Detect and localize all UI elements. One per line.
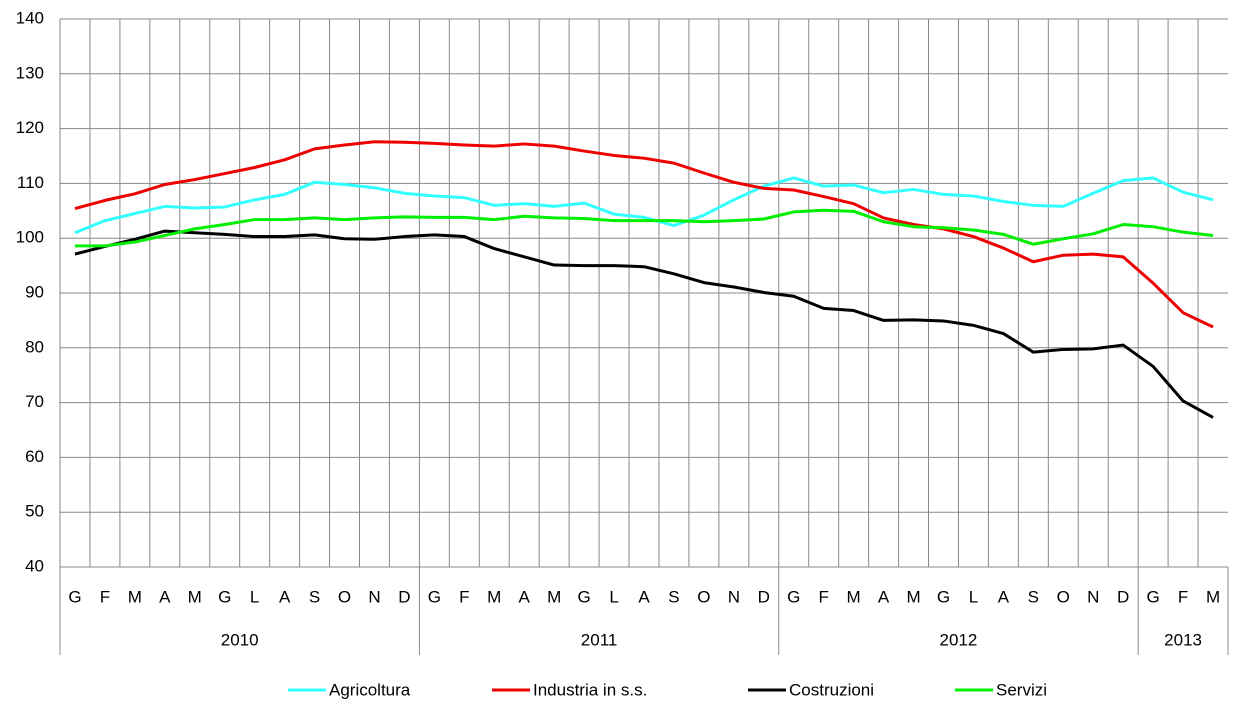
x-tick-label: M [128, 587, 142, 606]
x-tick-label: A [279, 587, 291, 606]
x-tick-label: S [1028, 587, 1039, 606]
year-label: 2012 [940, 630, 978, 649]
y-tick-label: 90 [25, 282, 44, 301]
x-tick-label: L [250, 587, 259, 606]
legend-label: Industria in s.s. [533, 680, 647, 699]
series-line [74, 208, 1214, 248]
x-tick-label: G [428, 587, 441, 606]
x-tick-label: O [697, 587, 710, 606]
legend-label: Costruzioni [789, 680, 874, 699]
x-tick-label: G [1147, 587, 1160, 606]
series-line [74, 140, 1214, 329]
y-tick-label: 100 [16, 228, 44, 247]
y-tick-label: 110 [17, 173, 44, 192]
year-label: 2010 [221, 630, 259, 649]
x-tick-label: F [100, 587, 110, 606]
x-tick-label: A [878, 587, 890, 606]
y-tick-label: 40 [25, 556, 44, 575]
x-tick-label: M [487, 587, 501, 606]
x-tick-label: G [218, 587, 231, 606]
x-tick-label: M [847, 587, 861, 606]
x-tick-label: F [459, 587, 469, 606]
legend-label: Servizi [996, 680, 1047, 699]
x-tick-label: A [998, 587, 1010, 606]
x-tick-label: O [338, 587, 351, 606]
y-tick-label: 80 [25, 337, 44, 356]
y-tick-label: 120 [16, 118, 44, 137]
y-tick-label: 50 [25, 502, 44, 521]
x-tick-label: O [1057, 587, 1070, 606]
x-tick-label: G [577, 587, 590, 606]
x-tick-label: N [368, 587, 380, 606]
series-line [74, 176, 1214, 235]
x-tick-label: A [638, 587, 650, 606]
x-tick-label: F [818, 587, 828, 606]
y-tick-label: 70 [25, 392, 44, 411]
series-line [74, 229, 1214, 419]
x-tick-label: A [519, 587, 531, 606]
x-tick-label: M [1206, 587, 1220, 606]
x-tick-label: A [159, 587, 171, 606]
x-tick-label: G [937, 587, 950, 606]
x-tick-label: L [969, 587, 978, 606]
x-tick-label: M [906, 587, 920, 606]
x-tick-label: M [188, 587, 202, 606]
y-tick-label: 60 [25, 447, 44, 466]
x-tick-label: D [398, 587, 410, 606]
year-label: 2011 [581, 630, 618, 649]
x-tick-label: S [309, 587, 320, 606]
x-tick-label: G [787, 587, 800, 606]
x-tick-label: L [609, 587, 618, 606]
y-tick-label: 130 [16, 63, 44, 82]
x-tick-label: G [68, 587, 81, 606]
x-tick-label: N [728, 587, 740, 606]
x-tick-label: F [1178, 587, 1188, 606]
x-tick-label: D [758, 587, 770, 606]
y-tick-label: 140 [16, 8, 44, 27]
legend-label: Agricoltura [329, 680, 411, 699]
x-tick-label: N [1087, 587, 1099, 606]
x-tick-label: D [1117, 587, 1129, 606]
year-label: 2013 [1164, 630, 1202, 649]
x-tick-label: S [668, 587, 679, 606]
x-tick-label: M [547, 587, 561, 606]
